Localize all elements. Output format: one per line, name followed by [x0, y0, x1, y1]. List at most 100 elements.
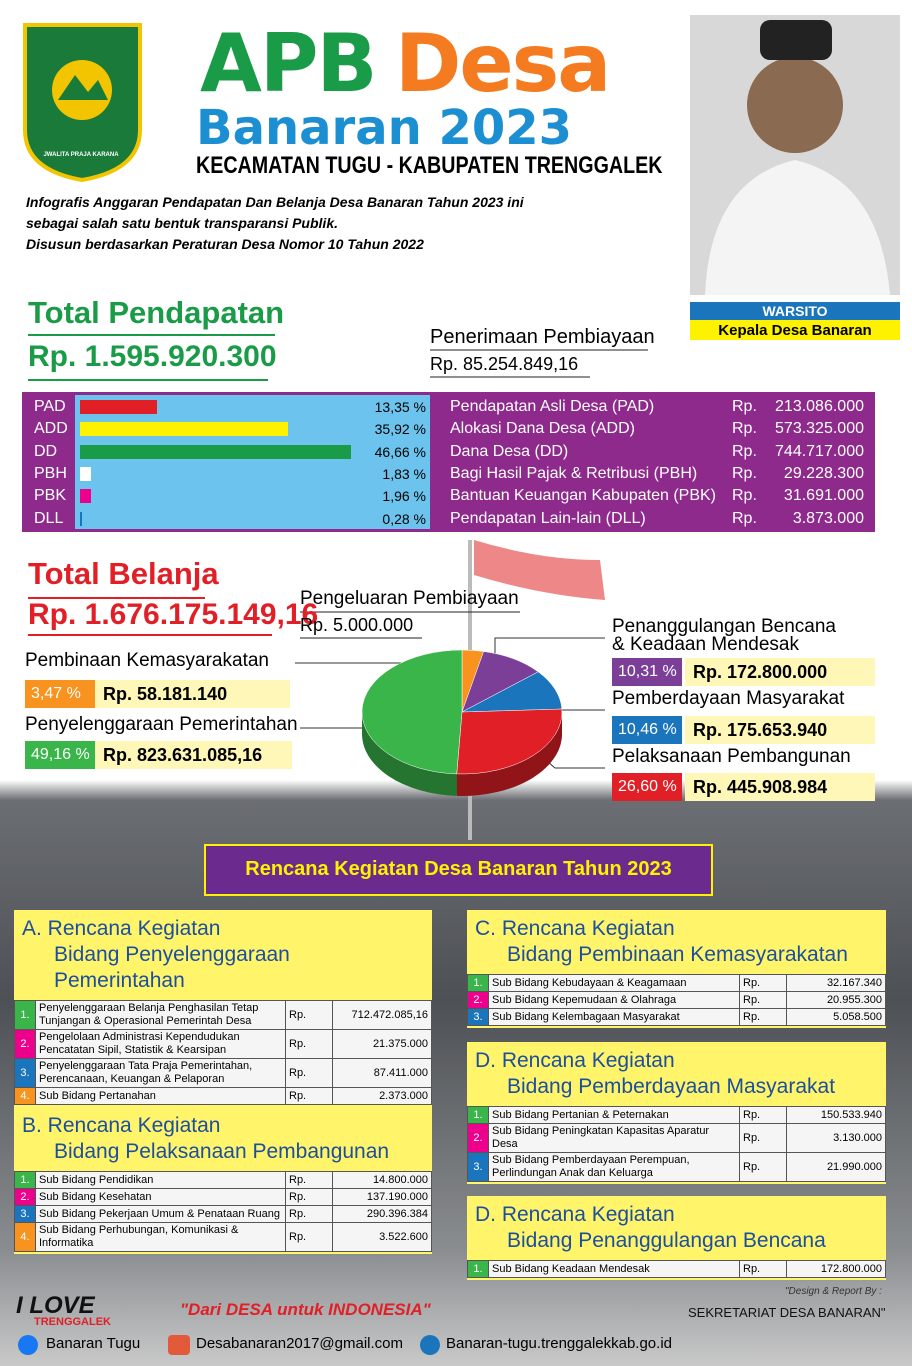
- income-item: Bagi Hasil Pajak & Retribusi (PBH): [450, 464, 698, 482]
- currency: Rp.: [732, 509, 757, 527]
- website: Banaran-tugu.trenggalekkab.go.id: [446, 1335, 672, 1352]
- portrait-uniform: [705, 160, 890, 295]
- plan-no: 1.: [467, 1106, 489, 1124]
- spending-percent: 49,16 %: [25, 741, 95, 769]
- plan-banner: [204, 844, 713, 896]
- plan-name: Sub Bidang Keadaan Mendesak: [488, 1260, 740, 1278]
- plan-name: Sub Bidang Pertanian & Peternakan: [488, 1106, 740, 1124]
- plan-currency: Rp.: [739, 1106, 787, 1124]
- financing-out-amount: Rp. 5.000.000: [300, 615, 414, 635]
- plan-currency: Rp.: [285, 1188, 333, 1206]
- plan-name: Sub Bidang Pemberdayaan Perempuan, Perli…: [488, 1152, 740, 1182]
- intro: Infografis Anggaran Pendapatan Dan Belan…: [26, 192, 524, 255]
- plan-name: Penyelenggaraan Tata Praja Pemerintahan,…: [35, 1058, 286, 1088]
- income-amount: 3.873.000: [792, 509, 864, 527]
- plan-currency: Rp.: [739, 974, 787, 992]
- slogan: "Dari DESA untuk INDONESIA": [180, 1300, 431, 1319]
- spending-percent: 3,47 %: [25, 680, 95, 708]
- bar-label: PBH: [34, 464, 67, 482]
- credit: "Design & Report By :: [785, 1286, 882, 1297]
- plan-no: 3.: [14, 1058, 36, 1088]
- plan-row: 2. Sub Bidang Peningkatan Kapasitas Apara…: [467, 1123, 886, 1153]
- plan-row: 4. Sub Bidang Perhubungan, Komunikasi & I…: [14, 1222, 432, 1252]
- plan-row: 1. Sub Bidang Keadaan Mendesak Rp. 172.800.…: [467, 1260, 886, 1278]
- plan-title-1: A. Rencana Kegiatan: [22, 917, 221, 940]
- bar-value: 46,66 %: [374, 443, 426, 460]
- plan-no: 2.: [467, 1123, 489, 1153]
- plan-no: 1.: [14, 1000, 36, 1030]
- plan-title: D. Rencana Kegiatan Bidang Penanggulangan…: [467, 1196, 886, 1254]
- plan-no: 2.: [14, 1188, 36, 1206]
- income-item: Dana Desa (DD): [450, 442, 569, 460]
- spending-category: Pembinaan Kemasyarakatan: [25, 650, 269, 671]
- plan-row: 2. Sub Bidang Kepemudaan & Olahraga Rp. 20.…: [467, 991, 886, 1009]
- plan-row: 3. Sub Bidang Pekerjaan Umum & Penataan R…: [14, 1205, 432, 1223]
- bar-value: 1,83 %: [382, 465, 426, 482]
- income-item: Pendapatan Lain-lain (DLL): [450, 509, 646, 527]
- income-item: Bantuan Keuangan Kabupaten (PBK): [450, 487, 716, 505]
- bar: [80, 511, 82, 526]
- credit-name: SEKRETARIAT DESA BANARAN": [688, 1305, 886, 1320]
- spending-percent: 26,60 %: [612, 773, 682, 801]
- pie-slice: [361, 649, 463, 775]
- plan-currency: Rp.: [285, 1029, 333, 1059]
- plan-amount: 14.800.000: [332, 1171, 432, 1189]
- location: KECAMATAN TUGU - KABUPATEN TRENGGALEK: [196, 152, 663, 179]
- plan-name: Sub Bidang Kesehatan: [35, 1188, 286, 1206]
- plan-currency: Rp.: [739, 1152, 787, 1182]
- plan-amount: 150.533.940: [786, 1106, 886, 1124]
- plan-name: Sub Bidang Pertanahan: [35, 1087, 286, 1105]
- bar-panel: [75, 395, 430, 529]
- bar-value: 35,92 %: [374, 421, 426, 438]
- spending-amount: Rp. 175.653.940: [685, 716, 875, 744]
- spending-amount: Rp. 823.631.085,16: [95, 741, 292, 769]
- bar: [80, 422, 289, 437]
- plan-name: Sub Bidang Kebudayaan & Keagamaan: [488, 974, 740, 992]
- plan-row: 1. Sub Bidang Kebudayaan & Keagamaan Rp. 32…: [467, 974, 886, 992]
- email-icon: [168, 1335, 190, 1355]
- spending-amount: Rp. 58.181.140: [95, 680, 290, 708]
- plan-no: 2.: [467, 991, 489, 1009]
- income-total: Rp. 1.595.920.300: [28, 340, 277, 373]
- love-logo: I LOVE: [16, 1292, 95, 1319]
- plan-row: 3. Sub Bidang Pemberdayaan Perempuan, Per…: [467, 1152, 886, 1182]
- bar-label: PBK: [34, 487, 67, 505]
- plan-amount: 21.375.000: [332, 1029, 432, 1059]
- subtitle: Banaran 2023: [196, 100, 573, 156]
- plan-section: C. Rencana Kegiatan Bidang Pembinaan Kema…: [467, 910, 886, 1028]
- spending-category: Pelaksanaan Pembangunan: [612, 746, 851, 767]
- plan-currency: Rp.: [739, 1008, 787, 1026]
- plan-currency: Rp.: [739, 1260, 787, 1278]
- currency: Rp.: [732, 420, 757, 438]
- plan-title: B. Rencana Kegiatan Bidang Pelaksanaan Pe…: [14, 1107, 432, 1165]
- spending-pie: [361, 649, 563, 796]
- title-desa: Desa: [395, 17, 611, 110]
- email: Desabanaran2017@gmail.com: [196, 1335, 404, 1352]
- bar: [80, 466, 91, 481]
- pie-slice: [456, 708, 563, 775]
- spending-amount: Rp. 445.908.984: [685, 773, 875, 801]
- spending-category: Penanggulangan Bencana & Keadaan Mendesa…: [612, 616, 836, 655]
- financing-out-label: Pengeluaran Pembiayaan: [300, 588, 519, 609]
- income-amount: 573.325.000: [775, 420, 864, 438]
- plan-amount: 137.190.000: [332, 1188, 432, 1206]
- plan-row: 4. Sub Bidang Pertanahan Rp. 2.373.000: [14, 1087, 432, 1105]
- bar-label: ADD: [34, 420, 68, 438]
- plan-row: 1. Sub Bidang Pertanian & Peternakan Rp. 15…: [467, 1106, 886, 1124]
- plan-amount: 5.058.500: [786, 1008, 886, 1026]
- intro-line: sebagai salah satu bentuk transparansi P…: [26, 215, 338, 231]
- plan-name: Sub Bidang Pekerjaan Umum & Penataan Rua…: [35, 1205, 286, 1223]
- plan-title-1: B. Rencana Kegiatan: [22, 1114, 221, 1137]
- plan-no: 3.: [467, 1152, 489, 1182]
- spending-category: Penyelenggaraan Pemerintahan: [25, 714, 298, 735]
- plan-amount: 3.130.000: [786, 1123, 886, 1153]
- plan-name: Sub Bidang Pendidikan: [35, 1171, 286, 1189]
- spending-amount: Rp. 172.800.000: [685, 658, 875, 686]
- plan-currency: Rp.: [285, 1058, 333, 1088]
- intro-line: Disusun berdasarkan Peraturan Desa Nomor…: [26, 236, 424, 252]
- spending-title: Total Belanja: [28, 556, 219, 591]
- plan-amount: 20.955.300: [786, 991, 886, 1009]
- love-logo-sub: TRENGGALEK: [34, 1316, 111, 1328]
- currency: Rp.: [732, 464, 757, 482]
